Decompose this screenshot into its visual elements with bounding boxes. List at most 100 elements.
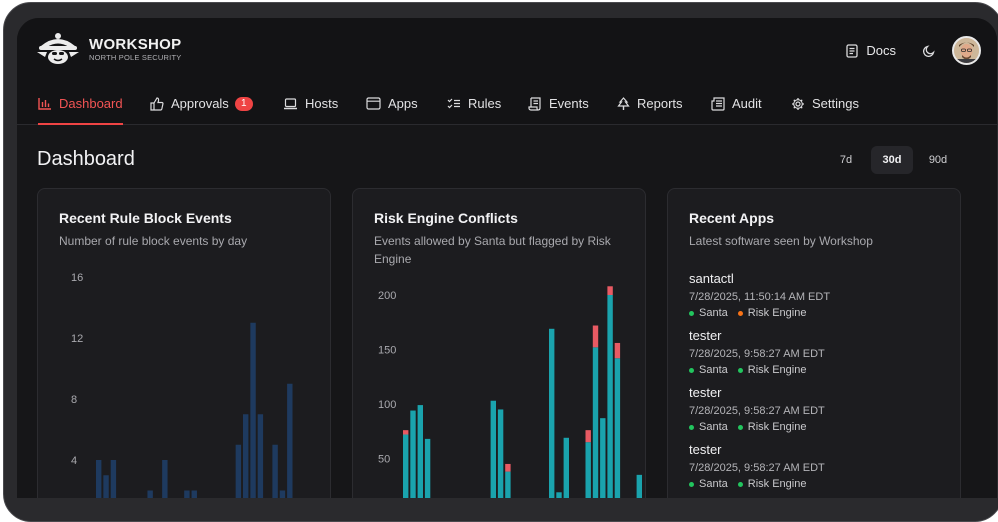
chart-bar[interactable] [424,438,431,498]
chart-bar[interactable] [279,490,286,499]
y-tick-label: 50 [378,454,390,466]
chart-bar[interactable] [147,490,153,499]
recent-apps-list: santactl 7/28/2025, 11:50:14 AM EDT Sant… [689,271,949,498]
elf-logo-icon [37,33,79,64]
range-90d-button[interactable]: 90d [928,154,948,166]
app-name: santactl [689,271,734,286]
y-tick-label: 8 [71,394,77,406]
card-subtitle: Events allowed by Santa but flagged by R… [374,234,611,266]
chart-bar[interactable] [549,328,555,498]
status-dot [737,368,743,373]
app-timestamp: 7/28/2025, 9:58:27 AM EDT [689,405,825,417]
range-30d-button[interactable]: 30d [871,146,913,174]
chart-bar[interactable] [614,342,621,359]
nav-label: Settings [812,96,859,111]
status-dot [737,425,743,430]
y-tick-label: 4 [71,455,77,467]
chart-bar[interactable] [403,430,409,435]
nav-hosts[interactable]: Hosts [283,82,338,125]
status-dot [689,482,694,487]
bar-chart-icon [38,98,51,110]
chart-bar[interactable] [556,492,562,498]
chart-bar[interactable] [257,414,264,498]
app-list-item[interactable]: tester 7/28/2025, 9:58:27 AM EDT Santa R… [689,385,949,442]
newspaper-icon [711,96,725,111]
chart-bar[interactable] [272,444,278,498]
chart-bar[interactable] [600,418,606,498]
status-dot [689,311,694,316]
docs-link[interactable]: Docs [846,43,896,58]
chart-bar[interactable] [235,444,242,498]
chart-bar[interactable] [96,460,102,498]
gear-icon [792,97,804,110]
status-dot [737,311,743,316]
chart-bar[interactable] [505,463,511,472]
tag-label: Risk Engine [747,421,807,433]
chart-bar[interactable] [636,474,642,498]
chart-bar[interactable] [592,325,599,348]
chart-bar[interactable] [103,475,109,498]
nav-dashboard[interactable]: Dashboard [38,82,123,125]
chart-bar[interactable] [191,490,197,499]
chart-bar[interactable] [110,460,117,498]
chart-bar[interactable] [607,295,613,498]
tag-label: Santa [699,478,728,490]
risk-engine-status-tag: Risk Engine [737,421,807,434]
chart-bar[interactable] [287,383,293,498]
santa-status-tag: Santa [689,478,728,491]
app-list-item[interactable]: tester 7/28/2025, 9:58:27 AM EDT Santa R… [689,328,949,385]
card-subtitle: Number of rule block events by day [59,234,248,248]
y-tick-label: 100 [378,399,396,411]
risk-conflicts-chart: 200 150 100 50 [378,286,642,498]
santa-status-tag: Santa [689,307,728,320]
nav-reports[interactable]: Reports [617,82,683,125]
chart-bar[interactable] [563,437,569,498]
nav-events[interactable]: Events [528,82,589,125]
nav-label: Apps [388,96,418,111]
app-list-item[interactable]: santactl 7/28/2025, 11:50:14 AM EDT Sant… [689,271,949,328]
chart-bar[interactable] [497,409,504,498]
range-7d-button[interactable]: 7d [839,154,853,166]
thumbs-up-icon [150,96,164,111]
nav-audit[interactable]: Audit [711,82,762,125]
santa-status-tag: Santa [689,364,728,377]
tree-icon [617,96,630,110]
chart-bar[interactable] [184,490,190,499]
list-checks-icon [447,98,460,109]
chart-bar[interactable] [243,414,249,498]
brand-name: WORKSHOP [89,35,182,53]
chart-bar[interactable] [607,286,613,295]
app-name: tester [689,328,722,343]
user-avatar[interactable] [952,36,981,65]
chart-bar[interactable] [162,460,168,498]
chart-bar[interactable] [410,410,416,498]
brand-subtitle: NORTH POLE SECURITY [89,52,182,62]
app-timestamp: 7/28/2025, 9:58:27 AM EDT [689,348,825,360]
nav-approvals[interactable]: Approvals 1 [150,82,253,125]
app-name: tester [689,442,722,457]
chart-bar[interactable] [505,471,511,498]
app-window-icon [366,97,381,110]
chart-bar[interactable] [490,400,496,498]
scroll-icon [528,96,541,111]
status-dot [689,368,694,373]
moon-icon [922,44,935,57]
nav-settings[interactable]: Settings [791,82,859,125]
chart-bar[interactable] [585,442,591,498]
tag-label: Santa [699,307,728,319]
recent-apps-card: Recent Apps Latest software seen by Work… [667,188,961,498]
nav-rules[interactable]: Rules [447,82,501,125]
nav-label: Audit [732,96,762,111]
laptop-icon [284,97,297,109]
chart-bar[interactable] [592,347,599,498]
theme-toggle[interactable] [922,44,936,58]
chart-bar[interactable] [250,322,256,498]
chart-bar[interactable] [403,434,409,498]
chart-bar[interactable] [614,358,621,498]
chart-bar[interactable] [585,430,591,443]
app-list-item[interactable]: tester 7/28/2025, 9:58:27 AM EDT Santa R… [689,442,949,498]
chart-bar[interactable] [417,405,423,498]
status-dot [737,482,743,487]
nav-apps[interactable]: Apps [366,82,418,125]
brand-logo[interactable]: WORKSHOP NORTH POLE SECURITY [35,32,181,66]
